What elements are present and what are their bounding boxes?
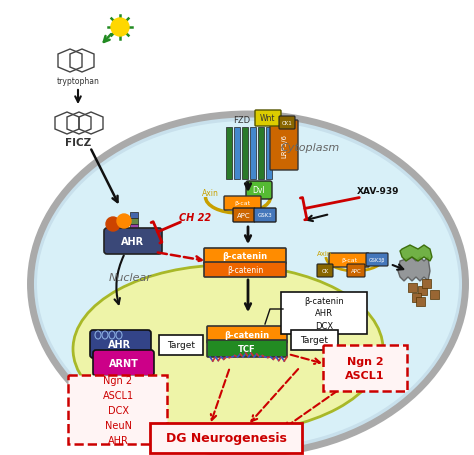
Polygon shape bbox=[398, 258, 430, 281]
FancyBboxPatch shape bbox=[93, 350, 154, 376]
FancyBboxPatch shape bbox=[207, 326, 287, 343]
Text: CK: CK bbox=[321, 269, 328, 274]
Text: Nuclear: Nuclear bbox=[109, 273, 152, 283]
FancyBboxPatch shape bbox=[204, 248, 286, 264]
Text: CK1: CK1 bbox=[282, 121, 292, 126]
Bar bbox=[130, 224, 138, 231]
Ellipse shape bbox=[30, 115, 465, 454]
FancyBboxPatch shape bbox=[207, 340, 287, 357]
Bar bbox=[130, 218, 138, 224]
Text: β-catenin: β-catenin bbox=[224, 331, 270, 340]
Text: FICZ: FICZ bbox=[65, 138, 91, 148]
Text: Ngn 2
ASCL1: Ngn 2 ASCL1 bbox=[345, 356, 385, 380]
Bar bbox=[234, 128, 240, 180]
Text: AHR: AHR bbox=[109, 339, 132, 349]
FancyBboxPatch shape bbox=[246, 182, 272, 200]
FancyBboxPatch shape bbox=[233, 208, 255, 222]
FancyBboxPatch shape bbox=[68, 375, 167, 444]
FancyBboxPatch shape bbox=[281, 293, 367, 334]
Text: β-catenin: β-catenin bbox=[222, 252, 267, 261]
FancyBboxPatch shape bbox=[104, 228, 162, 254]
Bar bbox=[242, 128, 248, 180]
Text: Target: Target bbox=[167, 341, 195, 350]
Bar bbox=[250, 128, 256, 180]
Text: GSK3β: GSK3β bbox=[369, 258, 385, 263]
FancyBboxPatch shape bbox=[255, 111, 281, 127]
Text: Wnt: Wnt bbox=[260, 114, 276, 123]
Bar bbox=[422, 279, 431, 288]
FancyBboxPatch shape bbox=[291, 330, 338, 350]
Bar bbox=[430, 290, 439, 299]
Text: β-catenin: β-catenin bbox=[227, 266, 263, 275]
Text: β-cat: β-cat bbox=[341, 258, 357, 263]
Circle shape bbox=[106, 217, 120, 232]
Bar bbox=[418, 286, 427, 295]
Text: Dvl: Dvl bbox=[253, 186, 265, 195]
Text: FZD: FZD bbox=[233, 116, 251, 125]
Text: tryptophan: tryptophan bbox=[56, 77, 100, 86]
Circle shape bbox=[111, 19, 129, 37]
Ellipse shape bbox=[73, 265, 383, 433]
Text: β-catenin
AHR
DCX: β-catenin AHR DCX bbox=[304, 296, 344, 330]
Text: β-cat: β-cat bbox=[234, 201, 250, 206]
Text: AHR: AHR bbox=[121, 237, 145, 247]
Text: Cytoplasm: Cytoplasm bbox=[281, 143, 340, 153]
Bar bbox=[226, 128, 232, 180]
FancyBboxPatch shape bbox=[279, 117, 295, 130]
Text: Axin: Axin bbox=[201, 189, 219, 198]
Text: LRP5/6: LRP5/6 bbox=[281, 134, 287, 157]
Text: CH 22: CH 22 bbox=[179, 212, 211, 222]
FancyBboxPatch shape bbox=[317, 264, 333, 278]
FancyBboxPatch shape bbox=[254, 208, 276, 222]
Bar bbox=[416, 298, 425, 306]
FancyBboxPatch shape bbox=[329, 253, 369, 268]
Text: ARNT: ARNT bbox=[109, 358, 139, 368]
Bar bbox=[130, 212, 138, 218]
Text: Target: Target bbox=[300, 336, 328, 345]
Text: Axin: Axin bbox=[317, 250, 333, 257]
FancyBboxPatch shape bbox=[366, 253, 388, 267]
FancyBboxPatch shape bbox=[323, 345, 407, 391]
Text: APC: APC bbox=[237, 212, 251, 218]
Text: DG Neurogenesis: DG Neurogenesis bbox=[165, 431, 286, 445]
Ellipse shape bbox=[37, 122, 459, 447]
Circle shape bbox=[117, 214, 131, 228]
FancyBboxPatch shape bbox=[159, 335, 203, 355]
Text: GSK3: GSK3 bbox=[258, 213, 273, 218]
FancyBboxPatch shape bbox=[150, 423, 302, 453]
FancyBboxPatch shape bbox=[90, 330, 151, 358]
FancyBboxPatch shape bbox=[204, 263, 286, 278]
Bar bbox=[258, 128, 264, 180]
Text: TCF: TCF bbox=[238, 345, 256, 354]
Text: Ngn 2
ASCL1
DCX
NeuN
AHR: Ngn 2 ASCL1 DCX NeuN AHR bbox=[102, 375, 134, 445]
Bar bbox=[412, 293, 421, 302]
Text: XAV-939: XAV-939 bbox=[357, 187, 399, 196]
Bar bbox=[266, 128, 272, 180]
Text: APC: APC bbox=[351, 269, 361, 274]
Bar bbox=[408, 283, 417, 293]
FancyBboxPatch shape bbox=[347, 264, 365, 278]
FancyBboxPatch shape bbox=[270, 121, 298, 171]
FancyBboxPatch shape bbox=[224, 197, 261, 211]
Polygon shape bbox=[400, 245, 432, 262]
